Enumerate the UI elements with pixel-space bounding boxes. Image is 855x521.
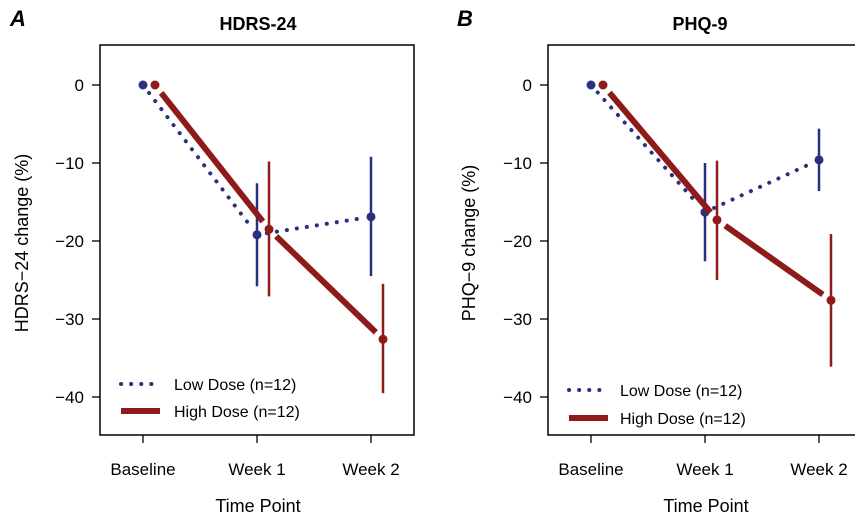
y-tick-label: −30 [55, 310, 84, 329]
panel-b-legend: Low Dose (n=12) High Dose (n=12) [567, 383, 746, 428]
high-dose-line-segment [274, 234, 378, 335]
panel-a-data-marks [138, 80, 388, 394]
legend-high-dose-label: High Dose (n=12) [174, 404, 300, 421]
high-dose-point [598, 80, 608, 90]
high-dose-point [378, 334, 388, 344]
high-dose-line-segment [158, 90, 266, 224]
low-dose-line-segment [712, 162, 812, 210]
panel-a-axes-ticks: 0 −10 −20 −30 −40 Baseline Week 1 Week 2 [55, 76, 400, 479]
low-dose-line-segment [595, 90, 701, 207]
low-dose-point [814, 155, 824, 165]
high-dose-line-segment [607, 90, 713, 215]
panel-b-title: PHQ-9 [672, 14, 727, 34]
y-tick-label: −20 [503, 232, 532, 251]
legend-low-dose-label: Low Dose (n=12) [620, 383, 742, 400]
low-dose-point [586, 80, 596, 90]
panel-b-y-axis-title: PHQ−9 change (%) [459, 165, 479, 322]
legend-high-dose-label: High Dose (n=12) [620, 411, 746, 428]
panel-b-letter: B [457, 6, 473, 31]
x-tick-label: Week 1 [228, 460, 285, 479]
high-dose-point [712, 215, 722, 225]
y-tick-label: −10 [503, 154, 532, 173]
y-tick-label: 0 [75, 76, 84, 95]
low-dose-point [366, 212, 376, 222]
x-tick-label: Baseline [110, 460, 175, 479]
low-dose-line-segment [147, 90, 253, 229]
legend-low-dose-label: Low Dose (n=12) [174, 377, 296, 394]
y-tick-label: −40 [503, 388, 532, 407]
panel-b-phq9: B PHQ-9 PHQ−9 change (%) Time Point 0 −10… [457, 6, 855, 516]
y-tick-label: −30 [503, 310, 532, 329]
panel-b-data-marks [586, 80, 836, 367]
panel-a-legend: Low Dose (n=12) High Dose (n=12) [119, 377, 300, 421]
panel-a-y-axis-title: HDRS−24 change (%) [12, 154, 32, 333]
panel-a-letter: A [9, 6, 26, 31]
x-tick-label: Week 1 [676, 460, 733, 479]
panel-a-x-axis-title: Time Point [215, 496, 300, 516]
high-dose-point [150, 80, 160, 90]
panel-b-plot-frame [547, 44, 855, 436]
panel-b-x-axis-title: Time Point [663, 496, 748, 516]
high-dose-point [826, 295, 836, 305]
x-tick-label: Baseline [558, 460, 623, 479]
y-tick-label: −10 [55, 154, 84, 173]
panel-a-hdrs24: A HDRS-24 HDRS−24 change (%) Time Point … [9, 6, 415, 516]
low-dose-line-segment [264, 216, 364, 236]
low-dose-point [138, 80, 148, 90]
panel-b-axes-ticks: 0 −10 −20 −30 −40 Baseline Week 1 Week 2 [503, 76, 848, 479]
y-tick-label: −40 [55, 388, 84, 407]
x-tick-label: Week 2 [790, 460, 847, 479]
low-dose-point [252, 230, 262, 240]
high-dose-line-segment [723, 223, 825, 297]
y-tick-label: 0 [523, 76, 532, 95]
panel-a-title: HDRS-24 [219, 14, 296, 34]
y-tick-label: −20 [55, 232, 84, 251]
high-dose-point [264, 224, 274, 234]
x-tick-label: Week 2 [342, 460, 399, 479]
